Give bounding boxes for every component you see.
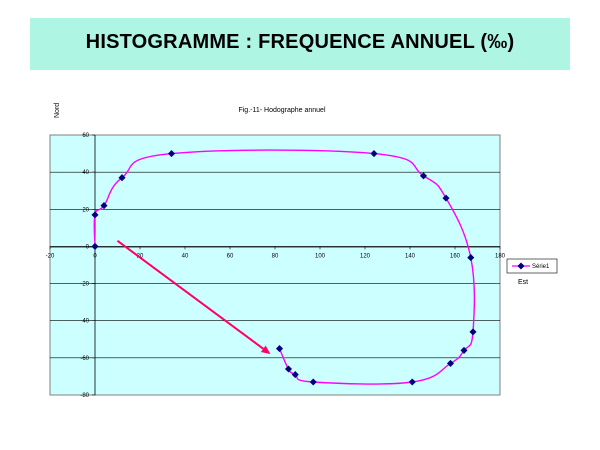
data-point xyxy=(309,378,317,386)
data-point xyxy=(291,371,299,379)
data-point xyxy=(284,365,293,373)
data-point xyxy=(118,174,126,182)
x-axis-label: Est xyxy=(518,279,528,286)
x-tick-label: 180 xyxy=(495,253,506,259)
x-tick-label: 100 xyxy=(315,253,326,259)
x-tick-label: 20 xyxy=(137,253,144,259)
y-tick-label: 40 xyxy=(82,170,89,176)
data-point xyxy=(442,194,450,202)
data-point xyxy=(91,242,99,250)
legend-label: Série1 xyxy=(532,264,550,270)
gridlines xyxy=(50,171,500,359)
y-tick-label: -20 xyxy=(80,282,89,288)
y-tick-label: 60 xyxy=(82,133,89,139)
x-tick-label: 160 xyxy=(450,253,461,259)
data-point xyxy=(460,346,468,354)
annotation-arrow xyxy=(116,240,271,355)
title-banner: HISTOGRAMME : FREQUENCE ANNUEL (‰) xyxy=(30,18,570,70)
data-point xyxy=(408,378,416,386)
legend-marker xyxy=(517,262,525,270)
x-tick-labels: -20 0 20 40 60 80 100 120 140 160 180 xyxy=(46,246,506,259)
arrow-line xyxy=(116,240,264,350)
data-point xyxy=(167,150,176,158)
y-axis-label: Nord xyxy=(54,103,61,118)
data-point xyxy=(100,202,108,210)
y-tick-label: -60 xyxy=(80,356,89,362)
x-tick-label: 120 xyxy=(360,253,371,259)
x-tick-label: 0 xyxy=(93,253,97,259)
arrow-head xyxy=(260,345,271,355)
page-title: HISTOGRAMME : FREQUENCE ANNUEL (‰) xyxy=(85,31,515,53)
x-tick-label: -20 xyxy=(46,253,55,259)
series-markers xyxy=(91,150,477,386)
y-tick-labels: -80 -60 -40 -20 0 20 40 60 xyxy=(80,133,95,399)
x-tick-label: 40 xyxy=(182,253,189,259)
data-point xyxy=(419,172,428,180)
data-point xyxy=(275,345,284,353)
data-point xyxy=(370,150,378,158)
chart-title: Fig.-11- Hodographe annuel xyxy=(238,107,325,114)
y-tick-label: -80 xyxy=(80,393,89,399)
data-point xyxy=(91,211,99,219)
x-tick-label: 60 xyxy=(227,253,234,259)
legend: Série1 xyxy=(506,258,558,274)
x-tick-label: 140 xyxy=(405,253,416,259)
y-tick-label: -40 xyxy=(80,319,89,325)
data-point xyxy=(469,328,477,336)
y-tick-label: 0 xyxy=(86,244,90,250)
y-tick-label: 20 xyxy=(82,207,89,213)
data-point xyxy=(446,359,455,367)
plot-area xyxy=(49,134,501,396)
legend-box xyxy=(506,258,558,274)
x-tick-label: 80 xyxy=(272,253,279,259)
